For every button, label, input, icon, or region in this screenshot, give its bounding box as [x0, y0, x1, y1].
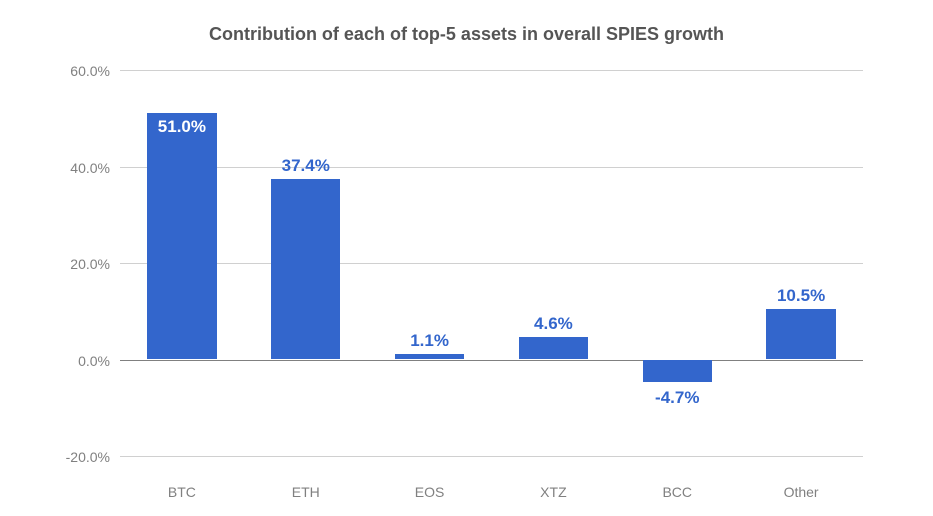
gridline: 20.0% — [120, 263, 863, 264]
bar-btc — [147, 113, 216, 359]
y-tick-label: 60.0% — [70, 63, 110, 79]
bar-value-label: 10.5% — [777, 286, 825, 306]
y-tick-label: 20.0% — [70, 256, 110, 272]
bar-value-label: 51.0% — [158, 117, 206, 137]
x-tick-label: EOS — [415, 484, 445, 500]
bar-value-label: 4.6% — [534, 314, 573, 334]
plot-area: -20.0%0.0%20.0%40.0%60.0%BTC51.0%ETH37.4… — [120, 70, 863, 456]
y-tick-label: 0.0% — [78, 353, 110, 369]
chart-title: Contribution of each of top-5 assets in … — [0, 24, 933, 45]
chart-container: Contribution of each of top-5 assets in … — [0, 0, 933, 516]
gridline: 40.0% — [120, 167, 863, 168]
y-tick-label: -20.0% — [66, 449, 110, 465]
gridline: -20.0% — [120, 456, 863, 457]
bar-bcc — [643, 360, 712, 383]
bar-value-label: 37.4% — [282, 156, 330, 176]
gridline: 60.0% — [120, 70, 863, 71]
bar-eos — [395, 354, 464, 359]
y-tick-label: 40.0% — [70, 160, 110, 176]
x-tick-label: XTZ — [540, 484, 566, 500]
gridline: 0.0% — [120, 360, 863, 361]
x-tick-label: BTC — [168, 484, 196, 500]
bar-other — [766, 309, 835, 360]
bar-xtz — [519, 337, 588, 359]
x-tick-label: BCC — [662, 484, 692, 500]
x-tick-label: Other — [784, 484, 819, 500]
bar-eth — [271, 179, 340, 359]
bar-value-label: 1.1% — [410, 331, 449, 351]
bar-value-label: -4.7% — [655, 388, 699, 408]
x-tick-label: ETH — [292, 484, 320, 500]
